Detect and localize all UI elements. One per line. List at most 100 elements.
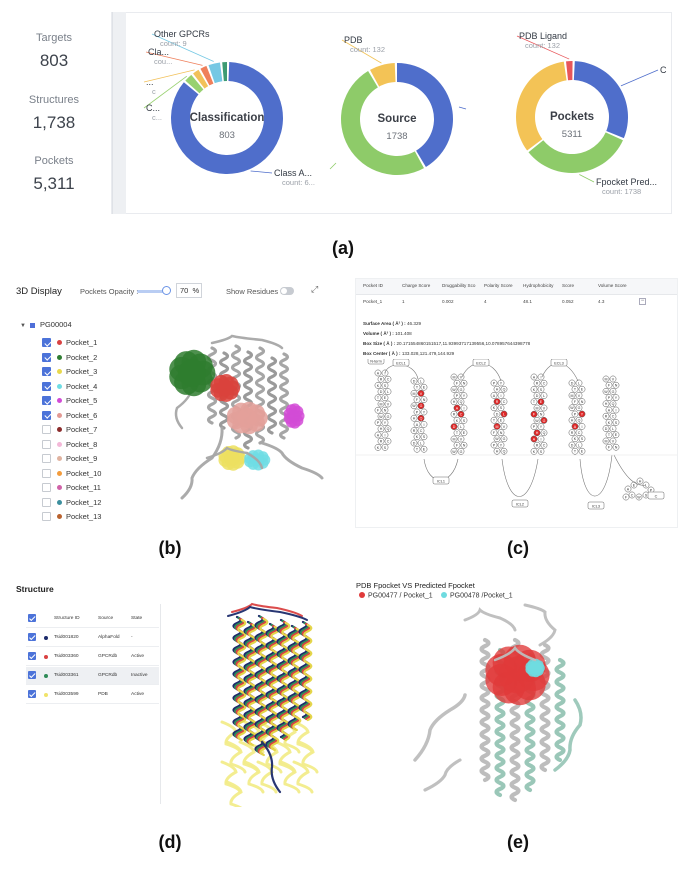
residue-letter: W bbox=[379, 415, 383, 419]
pocket-checkbox[interactable] bbox=[42, 439, 51, 449]
structure-checkbox[interactable] bbox=[28, 652, 36, 660]
yellow-domain-coil bbox=[225, 780, 243, 807]
residue: L bbox=[417, 377, 425, 385]
residue-letter: M bbox=[605, 377, 608, 381]
residue-circle bbox=[609, 375, 617, 383]
opacity-slider[interactable] bbox=[137, 290, 169, 293]
pocket-checkbox[interactable] bbox=[42, 396, 51, 405]
tree-root[interactable]: ▼ PG00004 bbox=[20, 320, 72, 329]
fullscreen-icon[interactable]: ⤢ bbox=[311, 284, 319, 294]
pocket-checkbox[interactable] bbox=[42, 338, 51, 347]
structure-row-3[interactable]: Tsid003361 GPCRdb Inactive bbox=[26, 667, 159, 685]
select-all-checkbox[interactable] bbox=[28, 614, 36, 622]
residue-letter: I bbox=[616, 408, 617, 412]
pocket-checkbox[interactable] bbox=[42, 468, 51, 478]
column-druggability[interactable]: Druggability Sco bbox=[442, 283, 476, 288]
residue-circle bbox=[417, 427, 425, 434]
pocket-checkbox[interactable] bbox=[42, 352, 51, 362]
caret-down-icon[interactable]: ▼ bbox=[20, 323, 26, 329]
show-residues-toggle[interactable] bbox=[280, 287, 294, 295]
residue: C bbox=[500, 398, 508, 405]
column-hydrophobicity[interactable]: Hydrophobicity bbox=[523, 283, 554, 288]
residue-letter: V bbox=[420, 392, 423, 396]
pocket-checkbox[interactable] bbox=[42, 497, 51, 507]
collapse-row-icon[interactable]: − bbox=[639, 298, 646, 305]
leader-line bbox=[250, 170, 273, 174]
structure-row-4[interactable]: Tsid003599 PDB Active bbox=[26, 686, 159, 704]
column-pocket-id[interactable]: Pocket ID bbox=[363, 283, 383, 288]
residue-letter: W bbox=[452, 388, 456, 392]
pocket-checkbox[interactable] bbox=[42, 410, 51, 420]
residue-letter: H bbox=[536, 431, 539, 435]
opacity-slider-handle[interactable] bbox=[162, 286, 171, 295]
divider bbox=[160, 604, 161, 804]
residue-circle bbox=[571, 423, 579, 430]
structure-color-dot bbox=[44, 674, 48, 678]
residue: T bbox=[605, 431, 613, 439]
residue-circle bbox=[460, 417, 468, 424]
structure-row-2[interactable]: Tsid003360 GPCRdb Active bbox=[26, 648, 159, 666]
residue-letter: N bbox=[581, 400, 584, 404]
residue-circle bbox=[575, 392, 583, 399]
residue: N bbox=[497, 429, 505, 436]
comparison-3d-viewer[interactable] bbox=[405, 600, 625, 810]
structure-id: Tsid001820 bbox=[54, 635, 79, 640]
pocket-checkbox[interactable] bbox=[42, 425, 51, 434]
pocket-checkbox[interactable] bbox=[42, 381, 51, 391]
pocket-label: Pocket_13 bbox=[66, 512, 102, 521]
residue-circle bbox=[497, 379, 505, 387]
pocket-checkbox[interactable] bbox=[42, 454, 51, 463]
residue-letter: R bbox=[536, 382, 539, 386]
residue: E bbox=[612, 431, 620, 439]
legend-dot bbox=[359, 592, 365, 598]
legend-item-predicted[interactable]: PG00478 /Pocket_1 bbox=[441, 592, 513, 600]
legend-item-pdb[interactable]: PG00477 / Pocket_1 bbox=[359, 592, 433, 600]
residue: S bbox=[612, 419, 620, 426]
pocket-checkbox[interactable] bbox=[42, 367, 51, 376]
protein-3d-viewer[interactable] bbox=[152, 328, 332, 508]
volume-value: 101.408 bbox=[395, 331, 412, 336]
residue-circle bbox=[490, 441, 498, 449]
structure-checkbox[interactable] bbox=[28, 671, 36, 679]
cell-polarity: 4 bbox=[484, 299, 487, 304]
structure-checkbox[interactable] bbox=[28, 633, 36, 641]
residue-letter: M bbox=[453, 375, 456, 379]
residue: I bbox=[381, 431, 389, 439]
residue: F bbox=[605, 443, 613, 451]
residue-letter: I bbox=[541, 437, 542, 441]
residue-circle bbox=[537, 410, 545, 418]
residue-circle bbox=[417, 414, 425, 422]
column-score[interactable]: Score bbox=[562, 283, 575, 288]
residue: D bbox=[493, 410, 501, 418]
residue-circle bbox=[612, 406, 620, 414]
residue-letter: L bbox=[420, 441, 422, 445]
residue-circle bbox=[636, 477, 644, 485]
residue-letter: I bbox=[582, 425, 583, 429]
residue-letter: N bbox=[463, 382, 466, 386]
residue-letter: H bbox=[605, 402, 608, 406]
residue: L bbox=[384, 388, 392, 395]
residue-circle bbox=[377, 437, 385, 445]
structure-3d-viewer[interactable] bbox=[162, 602, 332, 807]
scrollbar[interactable] bbox=[112, 12, 126, 214]
pocket-checkbox[interactable] bbox=[42, 512, 51, 521]
structure-checkbox[interactable] bbox=[28, 690, 36, 698]
column-polarity[interactable]: Polarity Score bbox=[484, 283, 513, 288]
opacity-input[interactable]: 70 % bbox=[176, 283, 202, 298]
donut-slice bbox=[200, 65, 214, 86]
donut-title: Classification bbox=[190, 112, 265, 124]
residue: N bbox=[460, 441, 468, 449]
display-toolbar: 3D Display Pockets Opacity : 70 % Show R… bbox=[12, 278, 337, 304]
residue-circle bbox=[609, 388, 617, 395]
structure-row-1[interactable]: Tsid001820 AlphaFold - bbox=[26, 629, 159, 647]
residue-circle bbox=[453, 404, 461, 412]
pocket-label: Pocket_9 bbox=[66, 454, 98, 463]
column-charge-score[interactable]: Charge Score bbox=[402, 283, 431, 288]
residue: S bbox=[420, 433, 428, 441]
residue-letter: R bbox=[571, 431, 574, 435]
column-volume-score[interactable]: Volume Score bbox=[598, 283, 627, 288]
residue-circle bbox=[413, 433, 421, 441]
pocket-checkbox[interactable] bbox=[42, 483, 51, 492]
loop-tag-box bbox=[432, 476, 450, 485]
leader-line bbox=[143, 69, 195, 83]
